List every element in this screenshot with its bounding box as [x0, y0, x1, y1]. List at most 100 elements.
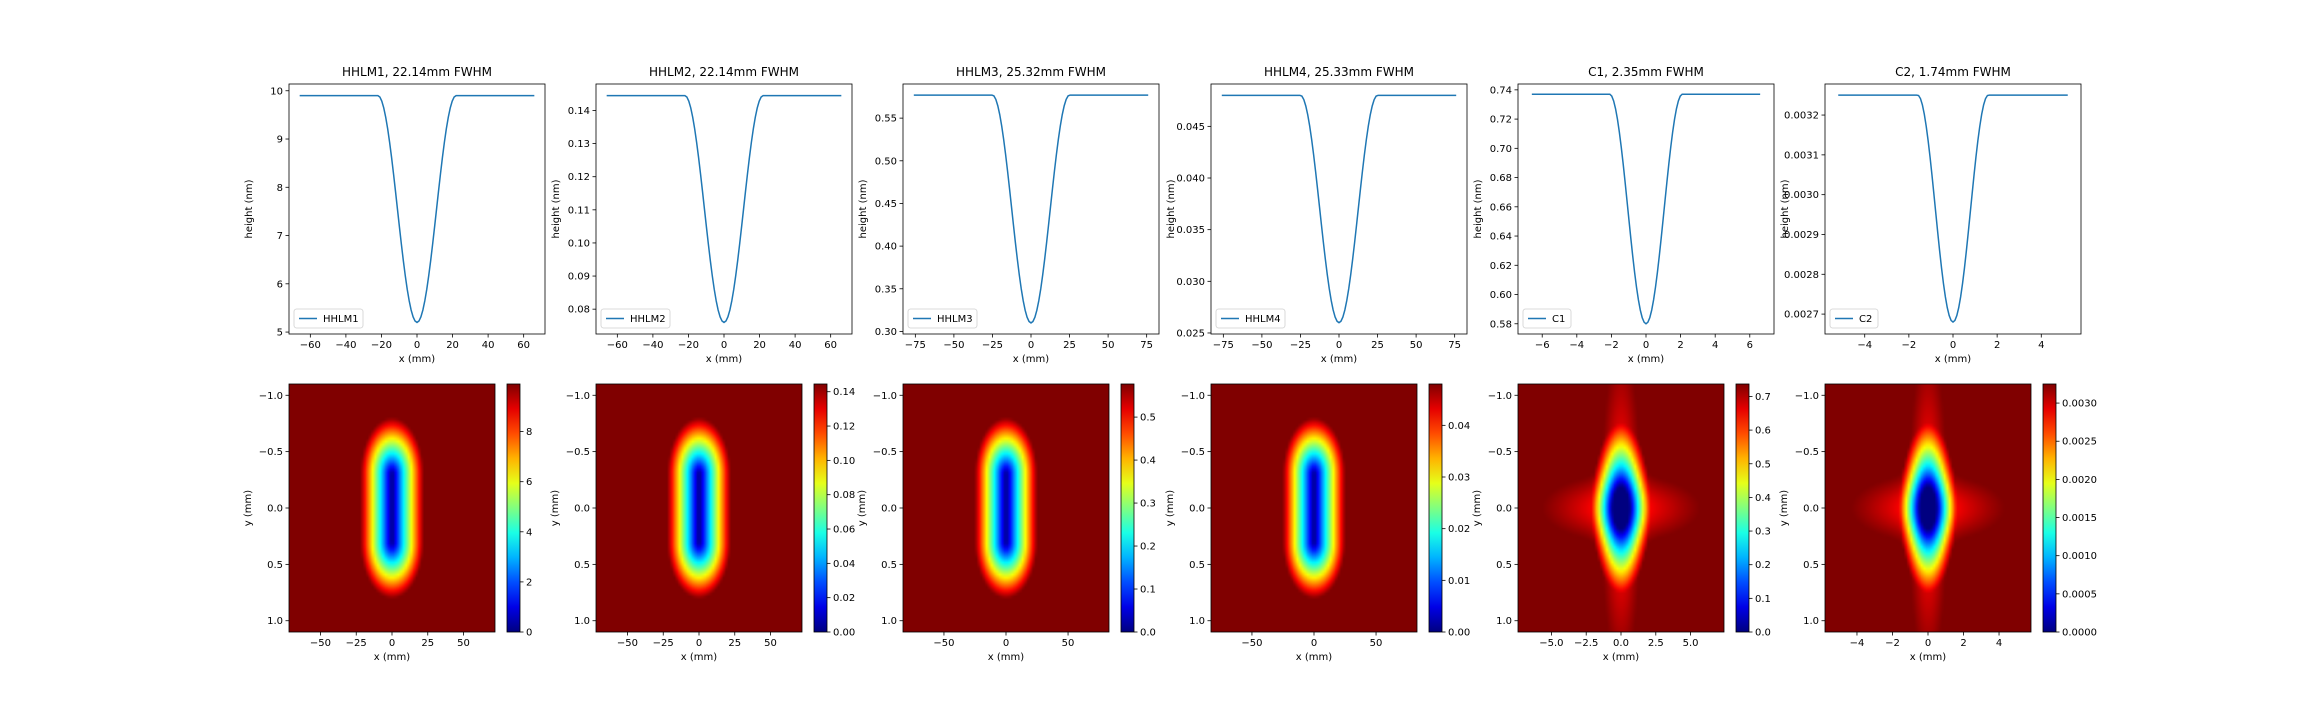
- y-axis-label: y (mm): [550, 490, 561, 526]
- x-tick-label: 50: [764, 638, 777, 649]
- axes-frame: [288, 83, 546, 335]
- x-tick-label: −25: [653, 638, 674, 649]
- y-tick-label: −0.5: [1795, 447, 1819, 458]
- x-tick-label: 75: [1448, 340, 1461, 351]
- y-tick-label: −1.0: [1488, 391, 1512, 402]
- y-tick-label: 0.12: [568, 172, 590, 183]
- chart-title: HHLM2, 22.14mm FWHM: [649, 65, 799, 79]
- y-tick-label: 1.0: [1189, 616, 1205, 627]
- x-tick-label: 2: [1677, 340, 1683, 351]
- x-axis-label: x (mm): [1321, 354, 1357, 365]
- colorbar-gradient: [813, 383, 828, 633]
- colorbar-tick-label: 6: [526, 477, 532, 488]
- legend: C1: [1522, 308, 1572, 329]
- x-axis-label: x (mm): [374, 652, 410, 663]
- legend-box: [907, 308, 978, 329]
- chart-title: HHLM3, 25.32mm FWHM: [956, 65, 1106, 79]
- y-tick-label: −1.0: [259, 391, 283, 402]
- x-tick-label: 60: [517, 340, 530, 351]
- colorbar-tick-label: 0.4: [1755, 493, 1771, 504]
- y-tick-label: 0.0: [1189, 504, 1205, 515]
- y-tick-label: 0.60: [1490, 290, 1512, 301]
- x-tick-label: 4: [1712, 340, 1718, 351]
- y-tick-label: 0.45: [875, 199, 897, 210]
- axes-frame: [595, 83, 853, 335]
- x-tick-label: 6: [1747, 340, 1753, 351]
- legend-label: HHLM2: [630, 314, 666, 325]
- colorbar-tick-label: 0: [526, 628, 532, 639]
- x-tick-label: −75: [1213, 340, 1234, 351]
- y-tick-label: 0.0029: [1784, 230, 1819, 241]
- legend-label: C1: [1552, 314, 1565, 325]
- colorbar-tick-label: 0.3: [1755, 527, 1771, 538]
- line-chart-1: HHLM1, 22.14mm FWHM −60 −40 −20 0 20 40 60 5 6 7 8 9…: [244, 65, 546, 365]
- y-tick-label: 5: [277, 328, 283, 339]
- colorbar-tick-label: 0.12: [833, 422, 855, 433]
- y-tick-label: 0.13: [568, 139, 590, 150]
- y-tick-label: 0.5: [574, 560, 590, 571]
- x-tick-label: 50: [1370, 638, 1383, 649]
- colorbar-tick-label: 0.02: [1448, 524, 1470, 535]
- x-tick-label: 0: [1336, 340, 1342, 351]
- x-tick-label: −6: [1535, 340, 1550, 351]
- y-tick-label: −1.0: [1181, 391, 1205, 402]
- y-tick-label: −1.0: [1795, 391, 1819, 402]
- axes-frame: [1517, 83, 1775, 335]
- x-axis-label: x (mm): [1603, 652, 1639, 663]
- colorbar-tick-label: 0.7: [1755, 392, 1771, 403]
- y-tick-label: 0.50: [875, 156, 897, 167]
- colorbar-gradient: [506, 383, 521, 633]
- colorbar-tick-label: 0.4: [1140, 456, 1156, 467]
- y-tick-label: 0.68: [1490, 173, 1512, 184]
- y-tick-label: 0.5: [267, 560, 283, 571]
- chart-title: HHLM4, 25.33mm FWHM: [1264, 65, 1414, 79]
- y-tick-label: 0.035: [1176, 225, 1205, 236]
- chart-title: C2, 1.74mm FWHM: [1895, 65, 2011, 79]
- heatmap-image: [1825, 384, 2031, 632]
- line-chart-3: HHLM3, 25.32mm FWHM −75 −50 −25 0 25 50 75 0.30 0…: [858, 65, 1160, 365]
- x-tick-label: 50: [1410, 340, 1423, 351]
- y-tick-label: 0.040: [1176, 174, 1205, 185]
- x-tick-label: 0: [696, 638, 702, 649]
- x-tick-label: −20: [678, 340, 699, 351]
- x-tick-label: −25: [982, 340, 1003, 351]
- x-tick-label: 50: [1102, 340, 1115, 351]
- x-tick-label: 4: [1996, 638, 2002, 649]
- x-tick-label: 0: [1311, 638, 1317, 649]
- y-tick-label: 0.045: [1176, 122, 1205, 133]
- legend-label: HHLM3: [937, 314, 973, 325]
- x-tick-label: 4: [2038, 340, 2044, 351]
- x-tick-label: 0: [414, 340, 420, 351]
- heatmap-image: [1518, 384, 1724, 632]
- x-tick-label: −50: [933, 638, 954, 649]
- colorbar-gradient: [1735, 383, 1750, 633]
- x-tick-label: 0.0: [1613, 638, 1629, 649]
- x-tick-label: 25: [1063, 340, 1076, 351]
- y-tick-label: −0.5: [259, 447, 283, 458]
- colorbar-tick-label: 0.10: [833, 456, 855, 467]
- x-tick-label: 50: [1062, 638, 1075, 649]
- y-tick-label: 0.58: [1490, 319, 1512, 330]
- x-tick-label: −20: [371, 340, 392, 351]
- y-tick-label: 0.11: [568, 205, 590, 216]
- legend-label: HHLM4: [1245, 314, 1281, 325]
- y-tick-label: 7: [277, 231, 283, 242]
- y-axis-label: height (nm): [1780, 179, 1791, 238]
- line-chart-2: HHLM2, 22.14mm FWHM −60 −40 −20 0 20 40 60 0.08 0…: [551, 65, 853, 365]
- colorbar-tick-label: 0.02: [833, 593, 855, 604]
- y-tick-label: 0.5: [1189, 560, 1205, 571]
- colorbar: 0.0 0.1 0.2 0.3 0.4 0.5: [1120, 383, 1156, 639]
- y-axis-label: height (nm): [551, 179, 562, 238]
- y-tick-label: 10: [270, 86, 283, 97]
- series-line-HHLM3: [913, 94, 1149, 324]
- y-tick-label: 0.55: [875, 114, 897, 125]
- legend-label: C2: [1859, 314, 1872, 325]
- y-tick-label: 0.30: [875, 327, 897, 338]
- y-tick-label: −1.0: [873, 391, 897, 402]
- colorbar-tick-label: 0.0030: [2062, 399, 2097, 410]
- x-axis-label: x (mm): [988, 652, 1024, 663]
- legend-box: [1522, 308, 1572, 329]
- x-axis-label: x (mm): [1296, 652, 1332, 663]
- axes-frame: [1824, 83, 2082, 335]
- y-tick-label: 0.09: [568, 272, 590, 283]
